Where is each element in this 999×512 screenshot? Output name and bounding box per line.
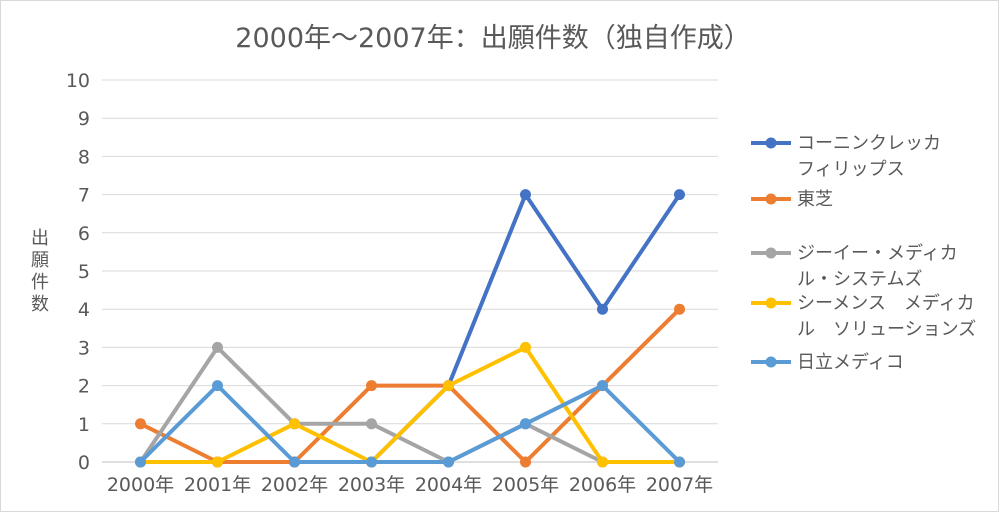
x-tick-label: 2004年 [415,474,482,496]
data-point [212,456,223,468]
series-group [135,189,685,468]
data-point [135,456,146,468]
legend-label: フィリップス [797,159,905,180]
data-point [674,456,685,468]
x-tick-label: 2000年 [107,474,174,496]
legend-swatch-marker [765,356,777,368]
y-tick-label: 3 [78,337,90,359]
legend-item: 日立メディコ [751,352,904,373]
data-point [212,380,223,392]
legend-label: ジーイー・メディカ [797,243,958,264]
y-tick-label: 7 [78,185,90,207]
data-point [366,418,377,430]
legend-swatch-marker [765,193,777,205]
data-point [520,456,531,468]
data-point [366,380,377,392]
y-tick-label: 0 [78,452,90,474]
data-point [289,418,300,430]
legend-label: コーニンクレッカ [797,133,941,154]
y-axis-label: 出願件数 [31,228,49,315]
y-tick-label: 9 [78,108,90,130]
series-line [138,345,682,464]
legend-label: 日立メディコ [797,352,904,373]
data-point [443,456,454,468]
y-axis-label-char: 数 [31,294,49,315]
x-tick-label: 2002年 [261,474,328,496]
legend-label: 東芝 [797,189,833,210]
data-point [135,418,146,430]
legend-swatch-marker [765,137,777,149]
y-axis-label-char: 願 [31,250,49,271]
y-axis-label-char: 出 [31,228,49,249]
legend-swatch-marker [765,297,777,309]
y-tick-label: 5 [78,261,90,283]
series-3 [135,341,685,468]
data-point [597,456,608,468]
legend-swatch-marker [765,247,777,259]
y-axis-label-char: 件 [31,272,49,293]
data-point [520,418,531,430]
x-tick-label: 2001年 [184,474,251,496]
legend-label: ル ソリューションズ [797,319,976,340]
series-line [138,383,682,464]
legend-label: シーメンス メディカ [797,293,975,314]
series-line [138,345,682,464]
y-tick-label: 2 [78,376,90,398]
x-axis-tick-labels: 2000年 2001年 2002年 2003年 2004年 2005年 2006年 2007年 [107,474,713,496]
data-point [212,341,223,353]
series-line [138,307,682,464]
data-point [597,380,608,392]
data-point [520,341,531,353]
data-point [674,303,685,315]
gridlines [102,79,718,463]
y-tick-label: 8 [78,146,90,168]
data-point [289,456,300,468]
y-tick-label: 1 [78,414,90,436]
data-point [674,189,685,201]
data-point [597,303,608,315]
legend-label: ル・システムズ [797,269,922,290]
legend-item: 東芝 [751,189,833,210]
y-axis-tick-labels: 0 1 2 3 4 5 6 7 8 9 10 [66,70,90,474]
x-tick-label: 2006年 [569,474,636,496]
series-2 [135,341,685,468]
data-point [443,380,454,392]
y-tick-label: 10 [66,70,90,92]
y-tick-label: 6 [78,223,90,245]
data-point [520,189,531,201]
data-point [366,456,377,468]
chart-title: 2000年～2007年：出願件数（独自作成） [235,23,750,54]
y-tick-label: 4 [78,299,90,321]
x-tick-label: 2003年 [338,474,405,496]
x-tick-label: 2005年 [492,474,559,496]
series-4 [135,380,685,468]
x-tick-label: 2007年 [646,474,713,496]
